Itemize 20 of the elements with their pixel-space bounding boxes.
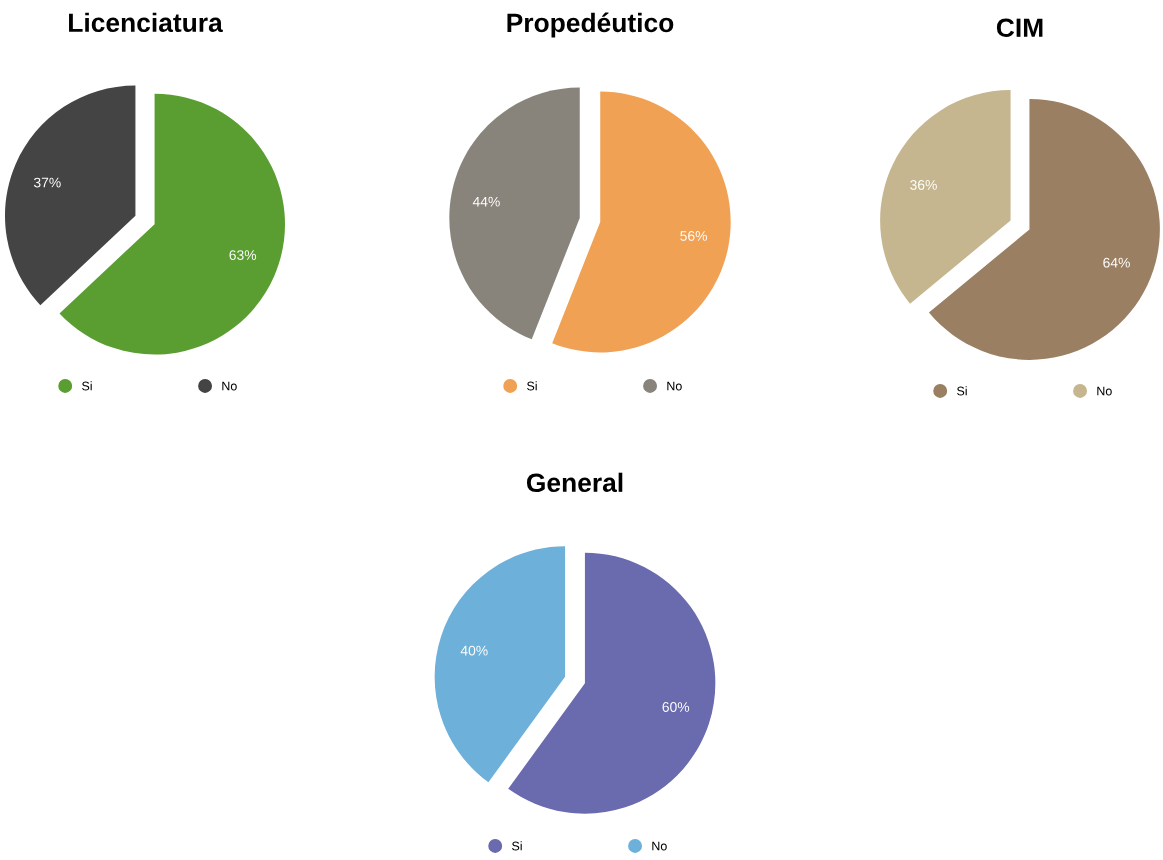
legend-label: Si [512,841,522,851]
data-label: 63% [229,250,257,260]
legend-label: Si [82,381,92,391]
chart-title: CIM [996,18,1043,38]
legend-label: No [222,381,237,391]
legend-label: No [1097,386,1112,396]
data-label: 37% [33,177,61,188]
chart-title: Licenciatura [69,12,223,33]
data-label: 60% [662,702,690,712]
chart-title: General [526,472,623,493]
legend-label: Si [527,381,537,391]
data-label: 36% [910,180,937,190]
legend-label: No [652,841,667,851]
data-label: 40% [460,645,488,656]
data-label: 64% [1103,257,1130,268]
chart-title: Propedéutico [507,12,674,38]
legend-label: No [667,381,682,391]
legend-label: Si [957,386,967,396]
data-label: 56% [680,231,707,241]
data-label: 44% [472,196,500,207]
